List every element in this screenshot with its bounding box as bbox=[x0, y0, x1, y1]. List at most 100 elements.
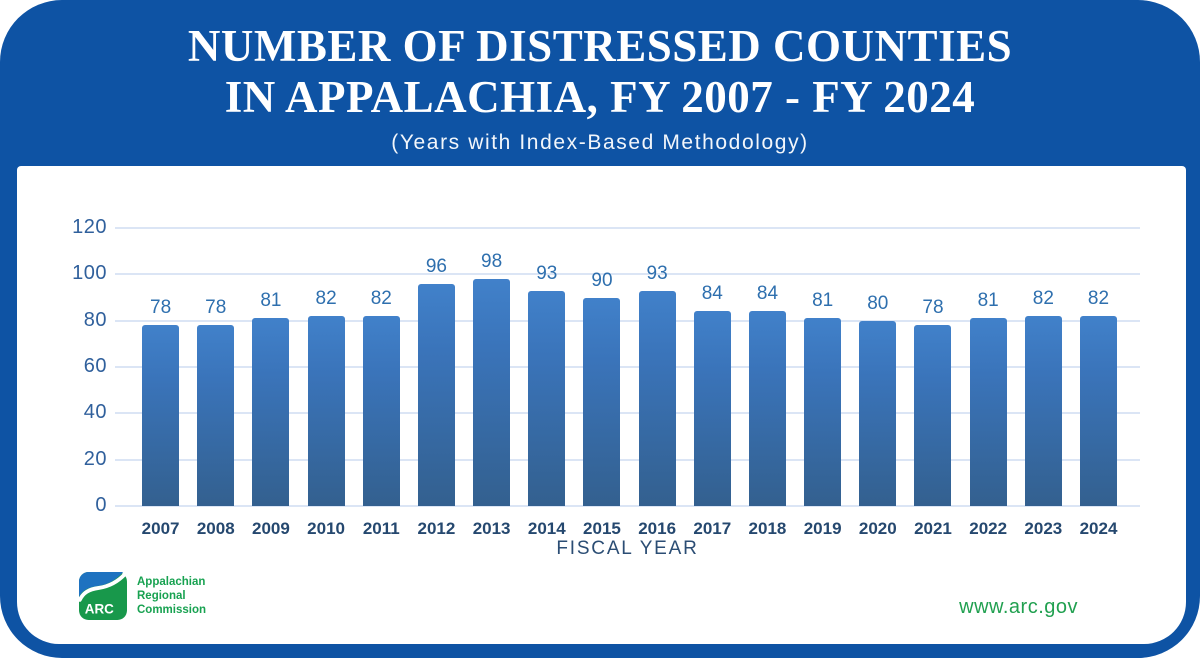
bar-value-label: 84 bbox=[756, 283, 779, 305]
bar-2008[interactable]: 78 2008 bbox=[197, 297, 235, 538]
x-tick-label: 2013 bbox=[472, 519, 511, 538]
bar-value-label: 82 bbox=[1087, 288, 1110, 310]
bar-value-label: 80 bbox=[867, 292, 889, 314]
bar-value-label: 82 bbox=[370, 288, 392, 310]
bar-group-2018: 84 2018 bbox=[740, 228, 795, 538]
bar-group-2012: 96 2012 bbox=[409, 228, 464, 538]
x-tick-label: 2019 bbox=[803, 519, 842, 538]
bar-2017[interactable]: 84 2017 bbox=[693, 283, 731, 538]
x-tick-label: 2007 bbox=[141, 519, 180, 538]
bar-group-2020: 80 2020 bbox=[850, 228, 905, 538]
bar-group-2010: 82 2010 bbox=[299, 228, 354, 538]
bar-value-label: 93 bbox=[646, 262, 668, 284]
chart-subtitle: (Years with Index-Based Methodology) bbox=[391, 131, 809, 154]
y-axis-labels: 0 20 40 60 80 100 120 bbox=[35, 216, 107, 516]
bar-2007[interactable]: 78 2007 bbox=[142, 297, 180, 538]
x-tick-label: 2018 bbox=[748, 519, 787, 538]
x-tick-label: 2009 bbox=[252, 519, 290, 538]
bar-group-2017: 84 2017 bbox=[685, 228, 740, 538]
arc-leaf-icon: ARC bbox=[77, 571, 128, 625]
bar-2023[interactable]: 82 2023 bbox=[1024, 288, 1062, 538]
bar-2013[interactable]: 98 2013 bbox=[473, 251, 511, 538]
bar-group-2015: 90 2015 bbox=[574, 228, 629, 539]
bars-row: 78 2007 78 2008 81 2009 82 2010 82 2011 96 2012 98 20… bbox=[115, 228, 1140, 539]
bar-value-label: 84 bbox=[701, 283, 723, 305]
website-link[interactable]: www.arc.gov bbox=[959, 596, 1078, 618]
chart-card: 0 20 40 60 80 100 120 78 2007 78 2008 81 2009 82 2010… bbox=[17, 166, 1186, 644]
gridline bbox=[115, 319, 1140, 322]
arc-logo[interactable]: ARC Appalachian Regional Commission bbox=[77, 571, 207, 625]
gridline bbox=[115, 273, 1140, 276]
y-tick-label: 80 bbox=[83, 308, 107, 331]
arc-logo-abbr: ARC bbox=[85, 601, 114, 616]
bar-group-2014: 93 2014 bbox=[519, 228, 574, 538]
x-tick-label: 2015 bbox=[583, 519, 621, 538]
bar-value-label: 96 bbox=[425, 255, 448, 277]
bar-2015[interactable]: 90 2015 bbox=[583, 270, 621, 539]
y-tick-label: 40 bbox=[83, 401, 107, 424]
bar-2009[interactable]: 81 2009 bbox=[252, 290, 290, 538]
x-axis-title: FISCAL YEAR bbox=[556, 538, 699, 559]
bar-group-2023: 82 2023 bbox=[1016, 228, 1071, 538]
y-tick-label: 120 bbox=[72, 216, 107, 239]
bar-group-2024: 82 2024 bbox=[1071, 228, 1126, 538]
bar-group-2022: 81 2022 bbox=[961, 228, 1016, 538]
bar-value-label: 78 bbox=[205, 297, 227, 319]
chart-header: NUMBER OF DISTRESSED COUNTIES IN APPALAC… bbox=[0, 0, 1200, 166]
bar-value-label: 81 bbox=[812, 290, 834, 312]
bar-group-2016: 93 2016 bbox=[630, 228, 685, 538]
bar-2012[interactable]: 96 2012 bbox=[418, 256, 456, 538]
x-tick-label: 2016 bbox=[638, 519, 677, 538]
x-tick-label: 2017 bbox=[693, 519, 732, 538]
x-tick-label: 2022 bbox=[969, 519, 1008, 538]
x-tick-label: 2008 bbox=[196, 519, 235, 538]
bar-2022[interactable]: 81 2022 bbox=[969, 290, 1007, 538]
gridline bbox=[115, 366, 1140, 368]
bar-value-label: 93 bbox=[536, 262, 558, 284]
chart-title-line2: IN APPALACHIA, FY 2007 - FY 2024 bbox=[224, 72, 976, 122]
bar-2016[interactable]: 93 2016 bbox=[638, 263, 676, 538]
y-tick-label: 20 bbox=[83, 447, 107, 470]
y-tick-label: 60 bbox=[83, 355, 107, 378]
bar-value-label: 81 bbox=[260, 290, 282, 312]
gridline bbox=[115, 227, 1140, 229]
bar-value-label: 98 bbox=[481, 250, 503, 272]
bar-group-2007: 78 2007 bbox=[133, 228, 188, 538]
bar-group-2011: 82 2011 bbox=[354, 228, 409, 538]
chart-title: NUMBER OF DISTRESSED COUNTIES IN APPALAC… bbox=[0, 0, 1200, 123]
y-tick-label: 100 bbox=[72, 262, 107, 285]
gridline bbox=[115, 412, 1140, 415]
y-tick-label: 0 bbox=[95, 494, 107, 517]
bar-group-2013: 98 2013 bbox=[464, 228, 519, 538]
bar-2020[interactable]: 80 2020 bbox=[859, 293, 897, 538]
bar-value-label: 82 bbox=[315, 288, 337, 310]
x-tick-label: 2023 bbox=[1024, 519, 1063, 538]
bar-value-label: 78 bbox=[150, 297, 172, 319]
bar-value-label: 90 bbox=[591, 269, 613, 291]
bar-group-2009: 81 2009 bbox=[243, 228, 298, 538]
gridline bbox=[115, 458, 1140, 461]
bar-group-2008: 78 2008 bbox=[188, 228, 243, 538]
x-tick-label: 2014 bbox=[527, 519, 566, 538]
bar-value-label: 78 bbox=[922, 297, 944, 319]
bar-2014[interactable]: 93 2014 bbox=[528, 263, 566, 538]
x-tick-label: 2012 bbox=[417, 519, 456, 538]
bar-2021[interactable]: 78 2021 bbox=[914, 297, 952, 538]
bar-value-label: 82 bbox=[1032, 288, 1054, 310]
bar-2018[interactable]: 84 2018 bbox=[749, 283, 787, 538]
bar-group-2021: 78 2021 bbox=[905, 228, 960, 538]
x-tick-label: 2011 bbox=[362, 519, 400, 538]
x-tick-label: 2010 bbox=[307, 519, 346, 538]
chart-title-line1: NUMBER OF DISTRESSED COUNTIES bbox=[187, 21, 1013, 71]
plot-area: 78 2007 78 2008 81 2009 82 2010 82 2011 96 2012 98 20… bbox=[115, 227, 1140, 539]
x-tick-label: 2021 bbox=[914, 519, 952, 538]
bar-2024[interactable]: 82 2024 bbox=[1080, 288, 1118, 538]
bar-2010[interactable]: 82 2010 bbox=[307, 288, 345, 538]
bar-value-label: 81 bbox=[977, 290, 999, 312]
x-tick-label: 2020 bbox=[858, 519, 897, 538]
gridline bbox=[115, 505, 1140, 507]
arc-logo-name: Appalachian Regional Commission bbox=[137, 576, 207, 616]
bar-2011[interactable]: 82 2011 bbox=[362, 288, 400, 538]
bar-2019[interactable]: 81 2019 bbox=[804, 290, 842, 538]
